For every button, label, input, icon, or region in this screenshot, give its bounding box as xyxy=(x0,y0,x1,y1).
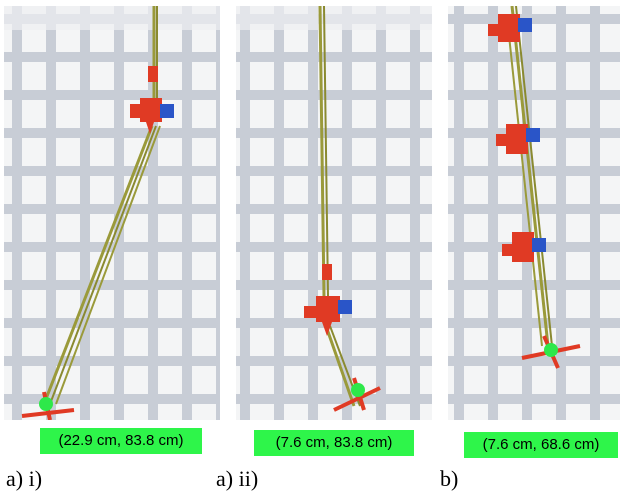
photo-panel-a-i xyxy=(4,6,220,420)
coordinate-label-a-i: (22.9 cm, 83.8 cm) xyxy=(40,428,202,454)
caption-b: b) xyxy=(440,466,459,491)
caption-a-ii: a) ii) xyxy=(216,466,259,491)
photo-panel-b xyxy=(448,6,620,420)
photo-panel-a-ii xyxy=(236,6,432,420)
robot-photo-a-ii xyxy=(236,6,432,420)
coordinate-label-b: (7.6 cm, 68.6 cm) xyxy=(464,432,618,458)
robot-photo-b xyxy=(448,6,620,420)
robot-photo-a-i xyxy=(4,6,220,420)
coordinate-label-a-ii: (7.6 cm, 83.8 cm) xyxy=(254,430,414,456)
caption-a-i: a) i) xyxy=(6,466,43,491)
